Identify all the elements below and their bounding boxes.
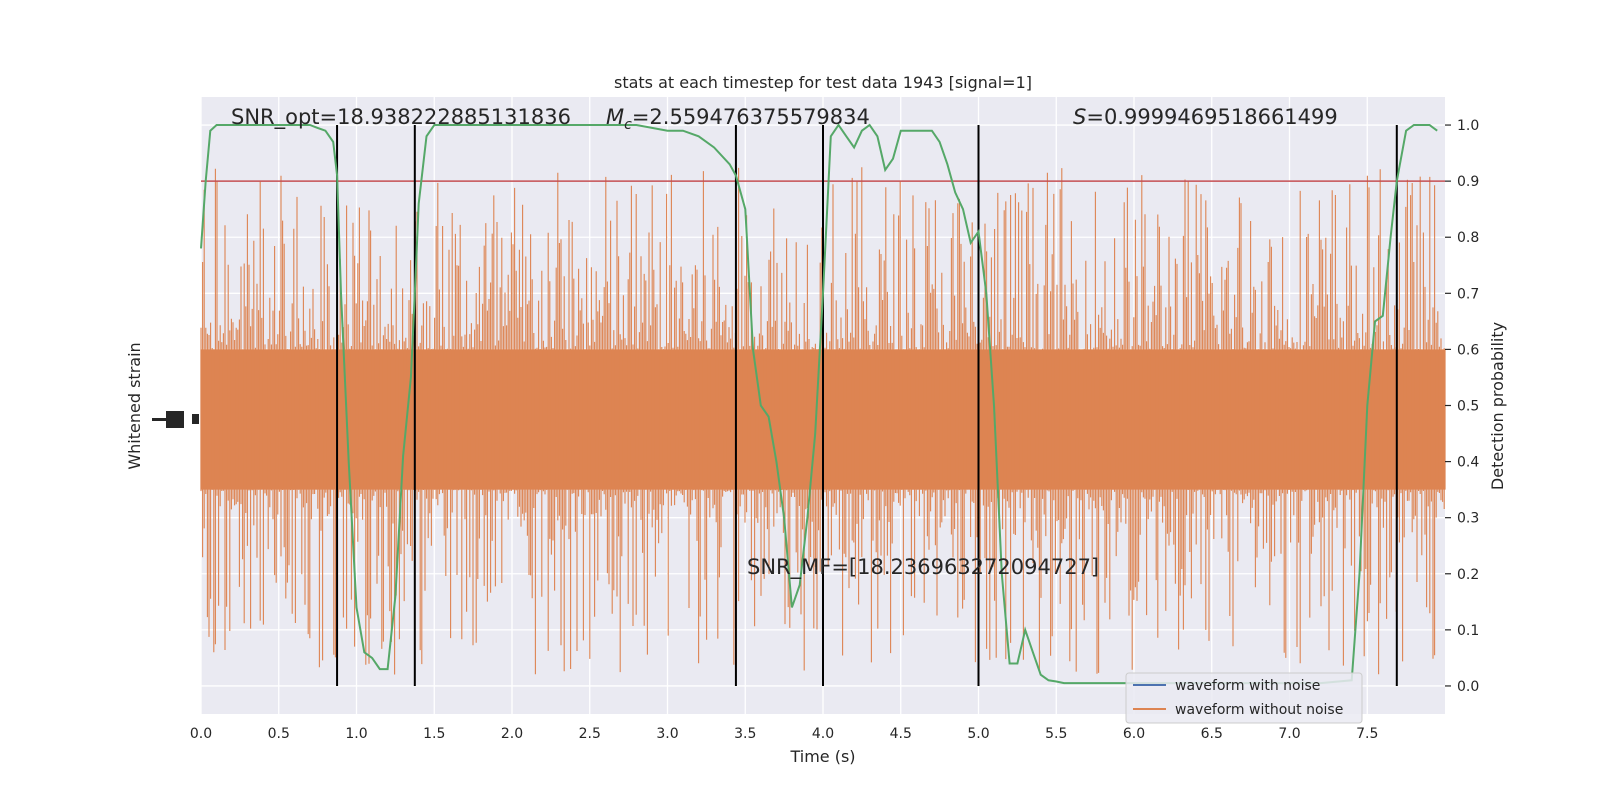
snr-mf-annotation: SNR_MF=[18.236963272094727] — [747, 555, 1099, 580]
left-y-axis-label: Whitened strain — [125, 342, 144, 469]
chirp-mass-value: =2.559476375579834 — [632, 105, 870, 129]
right-y-tick-label: 0.1 — [1457, 623, 1479, 639]
right-y-tick-label: 0.3 — [1457, 511, 1479, 527]
right-y-tick-label: 0.0 — [1457, 679, 1479, 695]
vertical-lines — [336, 125, 1398, 686]
chirp-mass-subscript: c — [624, 117, 632, 133]
x-tick-label: 6.0 — [1123, 726, 1145, 742]
detection-probability-line — [200, 123, 1438, 685]
left-axis-collapsed-ticks — [152, 411, 199, 428]
right-y-tick-label: 0.8 — [1457, 230, 1479, 246]
right-y-tick-label: 0.2 — [1457, 567, 1479, 583]
right-y-tick-labels: 0.0 0.1 0.2 0.3 0.4 0.5 0.6 0.7 0.8 0.9 1.0 — [1445, 118, 1479, 695]
x-tick-label: 0.0 — [190, 726, 212, 742]
right-y-tick-label: 0.7 — [1457, 286, 1479, 302]
legend: waveform with noise waveform without noi… — [1125, 672, 1363, 724]
x-tick-label: 7.5 — [1356, 726, 1378, 742]
waveform-spikes — [200, 167, 1445, 675]
s-annotation: S=0.9999469518661499 — [1073, 105, 1338, 129]
chirp-mass-annotation: Mc=2.559476375579834 — [606, 105, 870, 133]
x-tick-label: 6.5 — [1201, 726, 1223, 742]
right-y-tick-label: 0.5 — [1457, 399, 1479, 415]
x-tick-label: 0.5 — [268, 726, 290, 742]
x-tick-label: 3.0 — [656, 726, 678, 742]
x-tick-label: 5.0 — [967, 726, 989, 742]
right-y-tick-label: 0.9 — [1457, 174, 1479, 190]
waveform-without-noise-series — [200, 167, 1446, 675]
x-tick-label: 1.5 — [423, 726, 445, 742]
legend-box — [1125, 672, 1363, 724]
chirp-mass-symbol: M — [606, 105, 624, 129]
x-tick-label: 2.5 — [579, 726, 601, 742]
x-tick-labels: 0.0 0.5 1.0 1.5 2.0 2.5 3.0 3.5 4.0 4.5 5.0 5.5 6.0 6… — [190, 726, 1379, 742]
right-y-axis-label: Detection probability — [1488, 322, 1507, 490]
x-tick-label: 7.0 — [1278, 726, 1300, 742]
s-value: =0.9999469518661499 — [1086, 105, 1337, 129]
s-symbol: S — [1073, 105, 1086, 129]
snr-opt-annotation: SNR_opt=18.938222885131836 — [231, 105, 571, 130]
legend-label-with-noise: waveform with noise — [1175, 678, 1320, 694]
right-y-tick-label: 1.0 — [1457, 118, 1479, 134]
x-tick-label: 3.5 — [734, 726, 756, 742]
right-y-tick-label: 0.6 — [1457, 342, 1479, 358]
x-tick-label: 5.5 — [1045, 726, 1067, 742]
right-y-tick-label: 0.4 — [1457, 455, 1479, 471]
x-tick-label: 2.0 — [501, 726, 523, 742]
x-tick-label: 4.0 — [812, 726, 834, 742]
x-tick-label: 4.5 — [890, 726, 912, 742]
x-axis-label: Time (s) — [789, 747, 855, 766]
legend-label-without-noise: waveform without noise — [1175, 702, 1343, 718]
chart-title: stats at each timestep for test data 194… — [614, 73, 1032, 92]
x-tick-label: 1.0 — [345, 726, 367, 742]
